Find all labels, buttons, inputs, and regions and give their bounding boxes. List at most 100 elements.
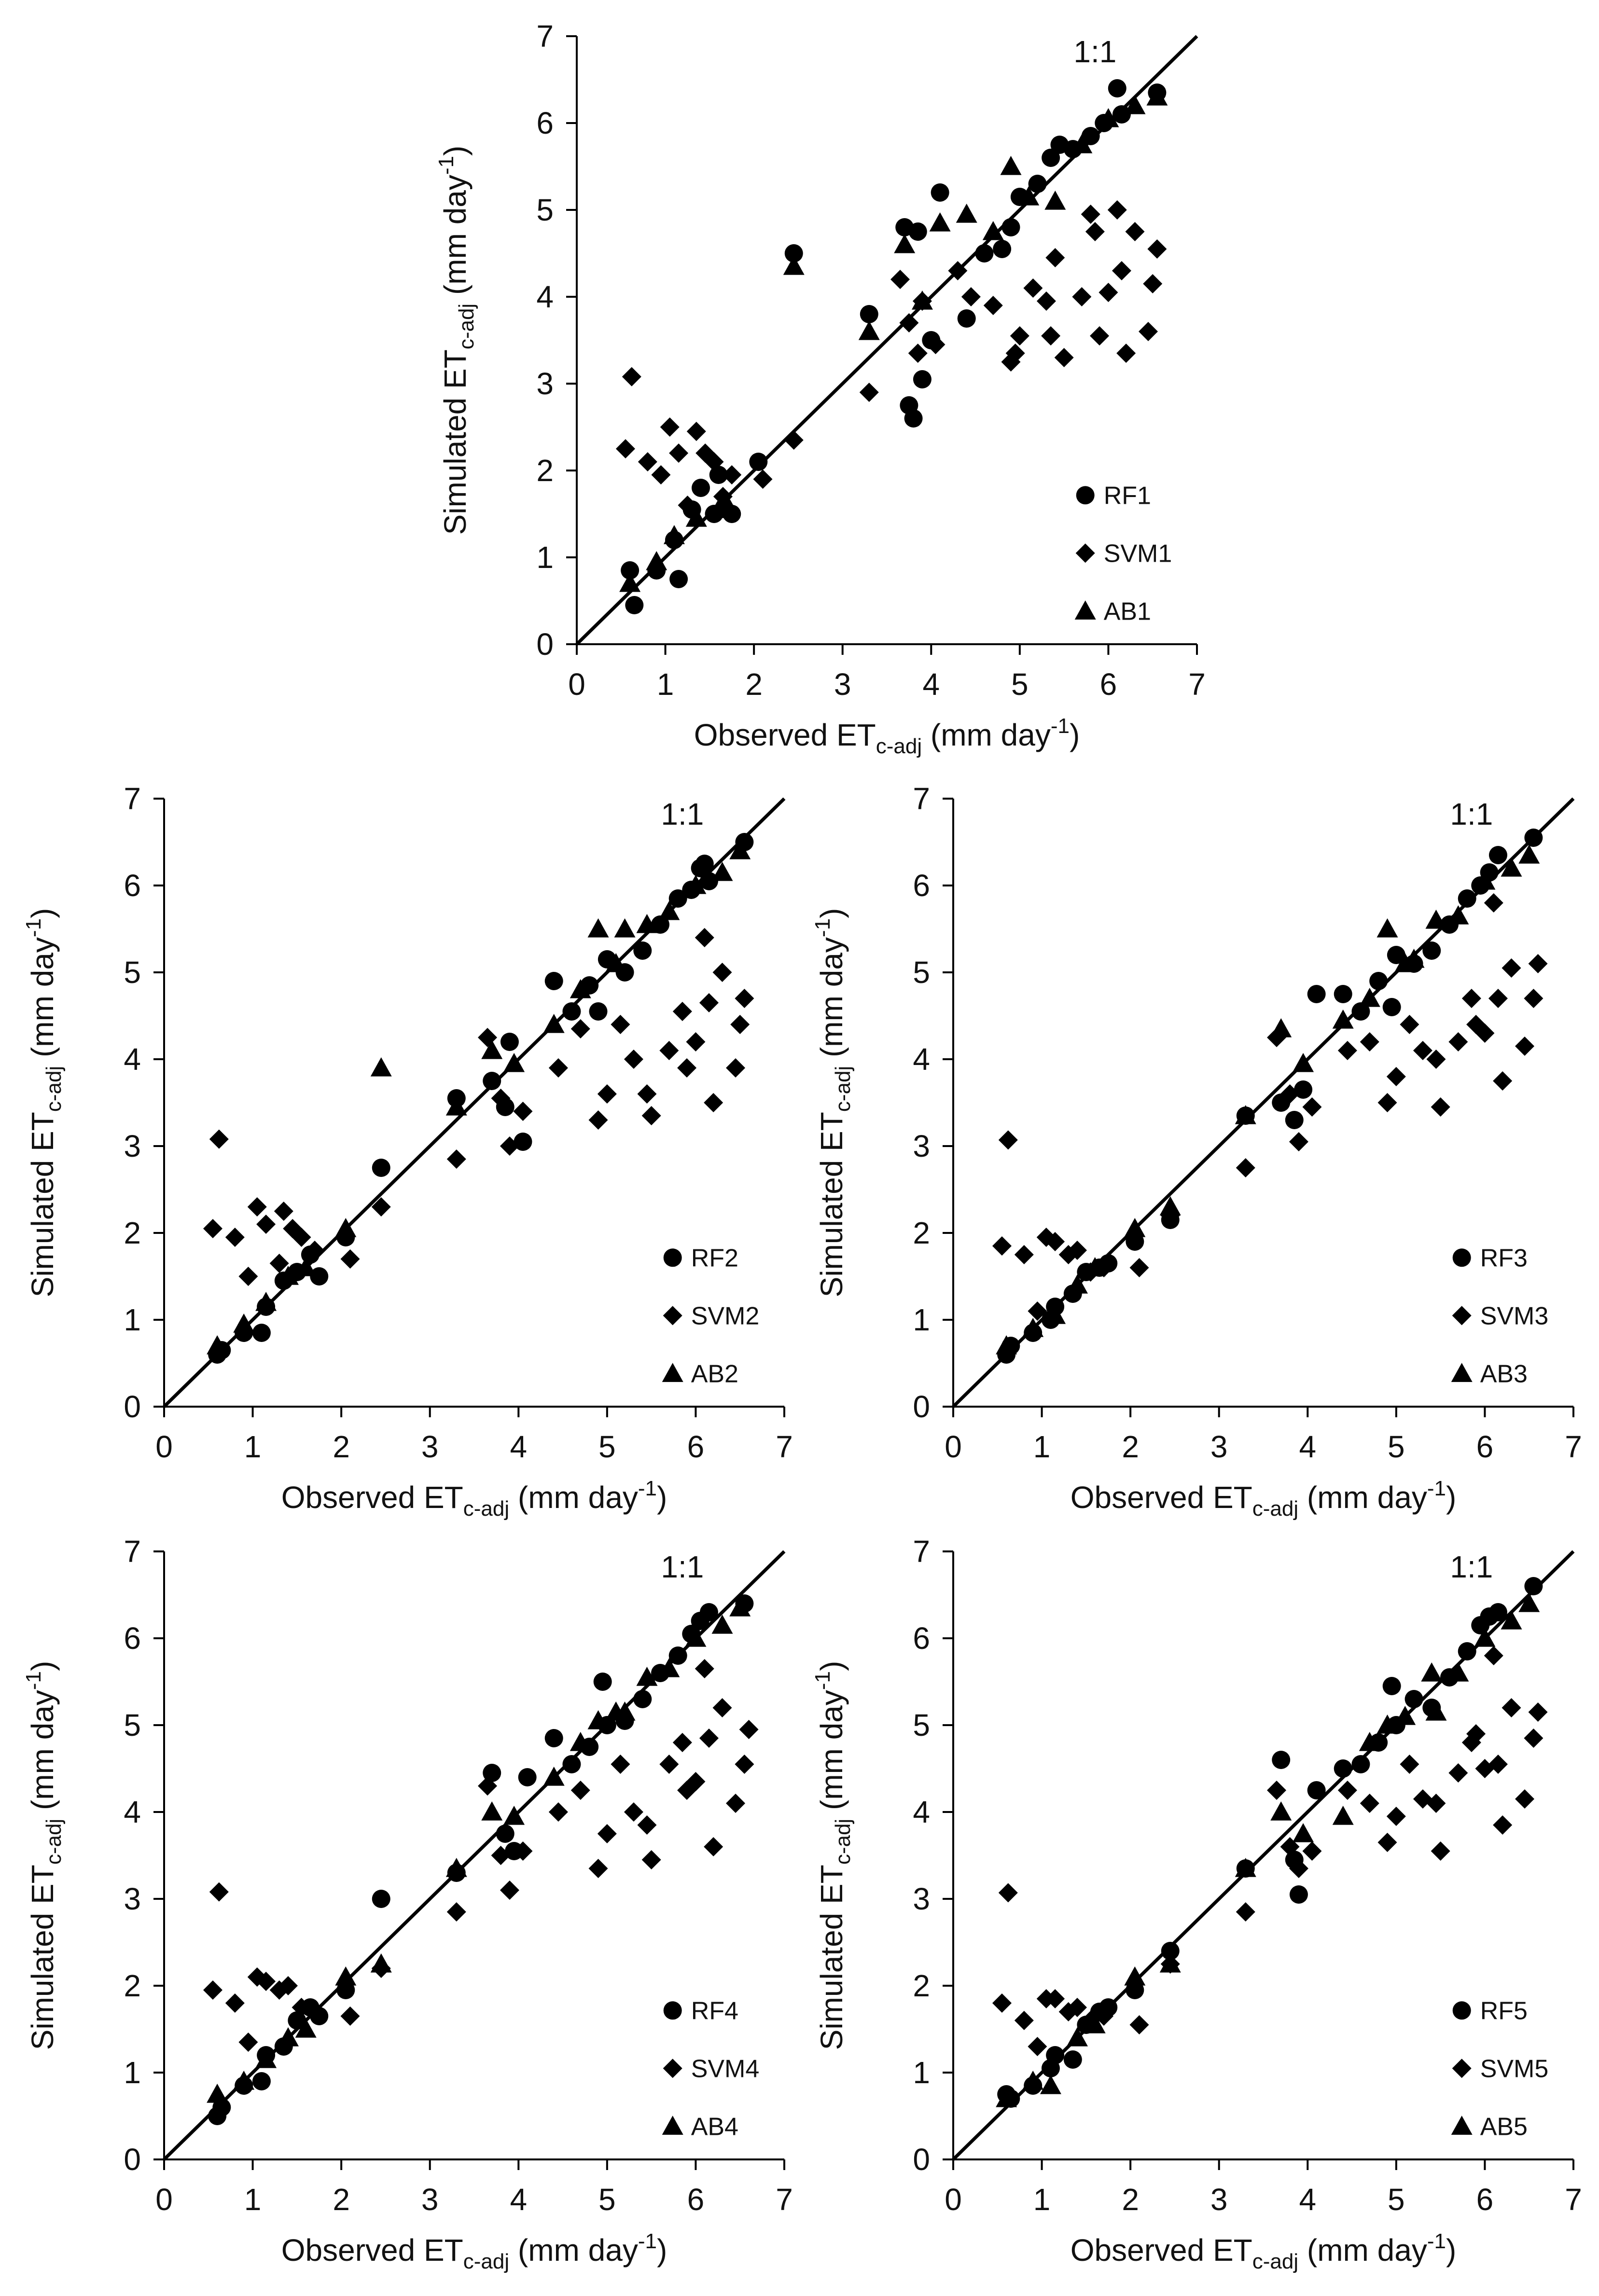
x-tick-label: 1 (1033, 2182, 1051, 2217)
data-point-SVM4 (256, 1972, 276, 1991)
y-axis-title-sub: c-adj (831, 1819, 855, 1865)
data-point-SVM4 (588, 1859, 608, 1878)
data-point-SVM2 (340, 1249, 360, 1269)
y-tick-label: 6 (913, 1621, 930, 1656)
data-point-SVM3 (1488, 989, 1508, 1008)
data-point-SVM2 (225, 1228, 245, 1247)
data-point-RF3 (1488, 846, 1507, 864)
data-point-AB3 (1425, 910, 1447, 929)
data-point-AB5 (1270, 1801, 1292, 1821)
data-point-SVM5 (1524, 1729, 1543, 1748)
y-tick-label: 0 (913, 2142, 930, 2177)
data-point-AB4 (711, 1615, 733, 1634)
data-point-SVM5 (1289, 1859, 1308, 1878)
data-point-SVM3 (1413, 1041, 1432, 1060)
data-point-SVM2 (269, 1254, 289, 1273)
y-axis-title: Simulated ETc-adj (mm day-1) (22, 1661, 66, 2050)
x-axis-title-sup: -1 (1051, 714, 1070, 738)
x-tick-label: 7 (1188, 667, 1206, 702)
data-point-SVM1 (926, 335, 945, 354)
y-tick-label: 4 (536, 279, 554, 314)
data-point-RF4 (668, 1646, 687, 1665)
one-to-one-label: 1:1 (1450, 797, 1493, 831)
x-tick-label: 7 (1565, 2182, 1582, 2217)
legend-marker-RF1 (1076, 486, 1095, 505)
y-axis-title-close: ) (25, 1661, 60, 1671)
x-tick-label: 6 (1100, 667, 1117, 702)
one-to-one-label: 1:1 (1073, 34, 1116, 69)
data-point-AB1 (858, 321, 880, 340)
data-point-SVM5 (1502, 1698, 1521, 1717)
data-point-SVM5 (1431, 1841, 1450, 1861)
data-point-SVM2 (641, 1106, 661, 1125)
data-point-AB2 (370, 1057, 392, 1077)
y-tick-label: 2 (913, 1968, 930, 2003)
data-point-AB1 (663, 525, 685, 544)
data-point-SVM5 (1466, 1724, 1486, 1743)
data-point-AB4 (685, 1628, 707, 1647)
data-point-SVM4 (278, 1976, 298, 1995)
data-point-SVM3 (1280, 1084, 1300, 1104)
data-point-SVM4 (699, 1729, 719, 1748)
x-axis-title-main: Observed ET (1071, 2233, 1252, 2268)
data-point-AB5 (996, 2088, 1017, 2107)
y-tick-label: 3 (913, 1881, 930, 1916)
x-axis-title: Observed ETc-adj (mm day-1) (1071, 1477, 1457, 1521)
x-tick-label: 5 (1388, 1429, 1405, 1464)
series-SVM5 (992, 1646, 1548, 2056)
y-tick-label: 7 (913, 781, 930, 816)
data-point-RF5 (1382, 1677, 1401, 1695)
y-axis-title: Simulated ETc-adj (mm day-1) (22, 908, 66, 1298)
y-tick-label: 7 (913, 1534, 930, 1569)
data-point-AB1 (646, 551, 667, 570)
x-tick-label: 5 (598, 2182, 616, 2217)
scatter-panel-1: 00 1 1 2 2 3 3 4 4 5 5 6 6 7 7 1:1 RF1 SVM1 AB1 Observed ET… (434, 19, 1206, 758)
data-point-AB3 (1447, 905, 1469, 925)
data-point-AB2 (207, 1335, 228, 1355)
data-point-RF1 (1112, 105, 1131, 124)
y-axis-title-close: ) (814, 1661, 849, 1671)
data-point-AB2 (658, 901, 680, 920)
data-point-AB3 (1293, 1053, 1314, 1072)
data-point-SVM4 (500, 1881, 519, 1900)
data-point-SVM3 (1466, 1015, 1486, 1034)
legend-label-AB5: AB5 (1480, 2113, 1528, 2141)
y-axis-title-sup: -1 (811, 918, 834, 937)
data-point-AB2 (729, 840, 751, 859)
series-SVM1 (615, 200, 1167, 515)
data-point-SVM1 (660, 417, 680, 437)
data-point-RF1 (1042, 149, 1060, 167)
data-point-SVM2 (735, 989, 754, 1008)
data-point-SVM1 (1143, 274, 1163, 293)
x-tick-label: 3 (421, 2182, 439, 2217)
legend-marker-SVM4 (663, 2059, 682, 2078)
data-point-AB1 (982, 221, 1004, 240)
scatter-panel-4: 00 1 1 2 2 3 3 4 4 5 5 6 6 7 7 1:1 RF4 SVM4 AB4 Observed ET… (22, 1534, 793, 2273)
data-point-RF3 (1285, 1111, 1304, 1129)
data-point-SVM1 (1139, 322, 1158, 341)
x-axis-title-units: (mm day (922, 718, 1051, 752)
x-axis-title-sup: -1 (1427, 2229, 1446, 2253)
x-axis-title-main: Observed ET (694, 718, 876, 752)
data-point-SVM3 (998, 1130, 1018, 1150)
legend-label-RF4: RF4 (691, 1997, 738, 2025)
x-tick-label: 0 (945, 1429, 962, 1464)
x-tick-label: 0 (568, 667, 585, 702)
data-point-SVM5 (1426, 1794, 1446, 1813)
y-tick-label: 6 (913, 868, 930, 903)
legend-label-AB1: AB1 (1104, 597, 1151, 625)
data-point-RF5 (1524, 1577, 1543, 1595)
x-axis-title-close: ) (657, 1480, 667, 1515)
y-axis-title-close: ) (438, 146, 473, 156)
data-point-SVM1 (961, 287, 981, 306)
x-axis-title-sub: c-adj (463, 1497, 509, 1521)
y-tick-label: 0 (536, 627, 554, 662)
data-point-AB4 (370, 1953, 392, 1973)
y-axis-title-close: ) (25, 908, 60, 918)
data-point-AB1 (1124, 95, 1146, 114)
y-axis-title-main: Simulated ET (814, 1112, 849, 1297)
data-point-AB4 (543, 1767, 565, 1786)
data-point-SVM4 (739, 1720, 759, 1739)
y-axis-title-sub: c-adj (42, 1819, 66, 1865)
x-tick-label: 5 (1388, 2182, 1405, 2217)
